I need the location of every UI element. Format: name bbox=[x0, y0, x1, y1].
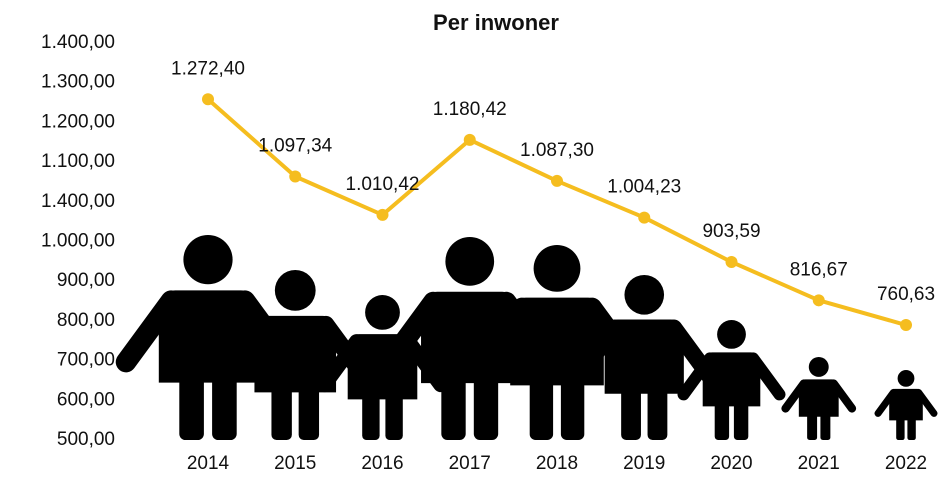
person-head bbox=[897, 370, 915, 387]
point bbox=[376, 208, 389, 221]
y-tick-label: 1.300,00 bbox=[41, 72, 115, 93]
person-leg bbox=[298, 385, 320, 440]
person-head bbox=[365, 295, 400, 330]
x-tick-label: 2020 bbox=[710, 453, 752, 474]
data-label: 816,67 bbox=[790, 259, 848, 280]
y-tick-label: 1.200,00 bbox=[41, 111, 115, 132]
x-tick-label: 2021 bbox=[798, 453, 840, 474]
data-label: 1.087,30 bbox=[520, 140, 594, 161]
data-label: 1.180,42 bbox=[433, 99, 507, 120]
person-leg bbox=[441, 375, 466, 440]
person-head bbox=[717, 320, 746, 349]
point bbox=[638, 211, 651, 224]
person-leg bbox=[820, 413, 831, 440]
data-label: 1.272,40 bbox=[171, 58, 245, 79]
person-leg bbox=[714, 401, 730, 440]
x-tick-label: 2016 bbox=[361, 453, 403, 474]
person-leg bbox=[271, 385, 292, 440]
person-body bbox=[604, 319, 684, 394]
x-tick-label: 2017 bbox=[449, 453, 491, 474]
person-head bbox=[624, 275, 665, 315]
point bbox=[463, 133, 476, 146]
data-label: 1.097,34 bbox=[258, 136, 332, 157]
person-body bbox=[254, 315, 337, 393]
person-head bbox=[533, 245, 581, 292]
person-leg bbox=[907, 417, 916, 440]
chart-title: Per inwoner bbox=[433, 10, 559, 35]
data-label: 1.010,42 bbox=[346, 174, 420, 195]
person-body bbox=[798, 379, 839, 417]
person-leg bbox=[621, 387, 641, 440]
y-tick-label: 600,00 bbox=[57, 389, 115, 410]
point bbox=[725, 255, 738, 268]
person-icon bbox=[317, 295, 448, 440]
point bbox=[289, 170, 302, 183]
x-tick-label: 2022 bbox=[885, 453, 927, 474]
person-leg bbox=[212, 374, 237, 440]
data-label: 1.004,23 bbox=[607, 177, 681, 198]
point bbox=[900, 319, 912, 332]
person-leg bbox=[179, 374, 204, 440]
person-icon bbox=[569, 275, 719, 440]
x-tick-label: 2015 bbox=[274, 453, 316, 474]
person-leg bbox=[560, 377, 585, 440]
person-icon bbox=[218, 270, 372, 440]
y-tick-label: 1.100,00 bbox=[41, 151, 115, 172]
x-tick-label: 2014 bbox=[187, 453, 230, 474]
y-tick-label: 1.400,00 bbox=[41, 32, 115, 53]
point bbox=[202, 93, 214, 106]
x-tick-label: 2019 bbox=[623, 453, 665, 474]
point bbox=[551, 174, 563, 187]
person-leg bbox=[362, 393, 380, 440]
person-icon bbox=[874, 370, 938, 440]
person-icon bbox=[677, 320, 786, 440]
y-tick-label: 1.400,00 bbox=[41, 191, 115, 212]
data-label: 903,59 bbox=[702, 221, 760, 242]
person-arms bbox=[781, 379, 857, 413]
person-head bbox=[808, 357, 829, 377]
y-tick-label: 800,00 bbox=[57, 310, 115, 331]
person-leg bbox=[896, 417, 905, 440]
person-leg bbox=[529, 377, 554, 440]
point bbox=[812, 294, 825, 307]
person-leg bbox=[473, 375, 499, 440]
person-body bbox=[702, 352, 761, 407]
person-leg bbox=[385, 393, 403, 440]
y-tick-label: 500,00 bbox=[57, 429, 115, 450]
person-leg bbox=[807, 413, 818, 440]
person-head bbox=[445, 237, 495, 286]
person-arms bbox=[677, 352, 786, 401]
person-head bbox=[183, 235, 233, 285]
person-icon bbox=[781, 357, 857, 440]
y-tick-label: 900,00 bbox=[57, 270, 115, 291]
person-body bbox=[889, 388, 923, 421]
person-leg bbox=[733, 401, 749, 440]
x-tick-label: 2018 bbox=[536, 453, 578, 474]
data-label: 760,63 bbox=[877, 284, 935, 305]
y-tick-label: 1.000,00 bbox=[41, 231, 115, 252]
person-arms bbox=[874, 388, 938, 417]
y-tick-label: 700,00 bbox=[57, 350, 115, 371]
person-leg bbox=[647, 387, 668, 440]
person-head bbox=[274, 270, 316, 311]
